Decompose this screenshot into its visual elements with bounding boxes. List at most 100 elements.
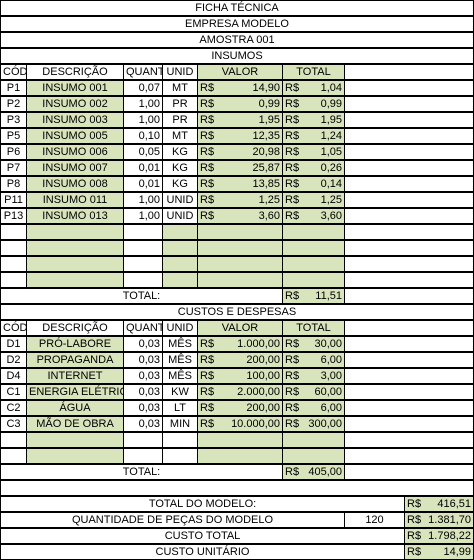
blank-cell[interactable] bbox=[344, 368, 474, 384]
costs-col-5[interactable]: TOTAL bbox=[282, 320, 345, 336]
description-cell[interactable] bbox=[26, 224, 124, 240]
code-cell[interactable]: P2 bbox=[0, 96, 27, 112]
sample-row-cell[interactable]: AMOSTRA 001 bbox=[0, 32, 474, 48]
blank-cell[interactable] bbox=[344, 128, 474, 144]
total-cell[interactable]: R$ 0,99 bbox=[282, 96, 345, 112]
value-cell[interactable]: R$ 20,98 bbox=[197, 144, 283, 160]
description-cell[interactable]: INSUMO 013 bbox=[26, 208, 124, 224]
code-cell[interactable]: D4 bbox=[0, 368, 27, 384]
blank-cell[interactable] bbox=[344, 176, 474, 192]
quantity-cell[interactable] bbox=[123, 224, 163, 240]
total-cell[interactable]: R$ 60,00 bbox=[282, 384, 345, 400]
blank-cell[interactable] bbox=[344, 240, 474, 256]
unit-cell[interactable]: MÊS bbox=[162, 336, 198, 352]
code-cell[interactable]: P13 bbox=[0, 208, 27, 224]
blank-cell[interactable] bbox=[344, 416, 474, 432]
unit-cell[interactable]: KG bbox=[162, 144, 198, 160]
total-cost-value[interactable]: R$ 1.798,22 bbox=[404, 528, 474, 544]
blank-cell[interactable] bbox=[344, 208, 474, 224]
code-cell[interactable]: P1 bbox=[0, 80, 27, 96]
total-cell[interactable]: R$ 6,00 bbox=[282, 400, 345, 416]
unit-cell[interactable] bbox=[162, 432, 198, 448]
quantity-cell[interactable]: 0,07 bbox=[123, 80, 163, 96]
unit-cell[interactable]: PR bbox=[162, 96, 198, 112]
blank-cell[interactable] bbox=[344, 352, 474, 368]
description-cell[interactable]: INSUMO 002 bbox=[26, 96, 124, 112]
value-cell[interactable]: R$ 100,00 bbox=[197, 368, 283, 384]
unit-cell[interactable]: MÊS bbox=[162, 352, 198, 368]
value-cell[interactable]: R$ 14,90 bbox=[197, 80, 283, 96]
value-cell[interactable] bbox=[197, 240, 283, 256]
quantity-cell[interactable]: 0,03 bbox=[123, 416, 163, 432]
quantity-cell[interactable]: 1,00 bbox=[123, 208, 163, 224]
value-cell[interactable]: R$ 10.000,00 bbox=[197, 416, 283, 432]
quantity-cell[interactable]: 1,00 bbox=[123, 192, 163, 208]
code-cell[interactable]: D2 bbox=[0, 352, 27, 368]
unit-cell[interactable]: MÊS bbox=[162, 368, 198, 384]
blank-cell[interactable] bbox=[344, 400, 474, 416]
code-cell[interactable]: P6 bbox=[0, 144, 27, 160]
code-cell[interactable] bbox=[0, 256, 27, 272]
code-cell[interactable]: D1 bbox=[0, 336, 27, 352]
description-cell[interactable]: INSUMO 011 bbox=[26, 192, 124, 208]
description-cell[interactable]: ENERGIA ELÉTRICA bbox=[26, 384, 124, 400]
quantity-cell[interactable]: 0,01 bbox=[123, 176, 163, 192]
inputs-col-3[interactable]: UNID bbox=[162, 64, 198, 80]
code-cell[interactable] bbox=[0, 272, 27, 288]
code-cell[interactable]: P11 bbox=[0, 192, 27, 208]
title-row-cell[interactable]: FICHA TÉCNICA bbox=[0, 0, 474, 16]
quantity-cell[interactable] bbox=[123, 448, 163, 464]
total-cell[interactable] bbox=[282, 224, 345, 240]
quantity-cell[interactable]: 1,00 bbox=[123, 96, 163, 112]
code-cell[interactable]: P8 bbox=[0, 176, 27, 192]
value-cell[interactable]: R$ 13,85 bbox=[197, 176, 283, 192]
unit-cell[interactable] bbox=[162, 224, 198, 240]
unit-cell[interactable]: LT bbox=[162, 400, 198, 416]
costs-col-3[interactable]: UNID bbox=[162, 320, 198, 336]
unit-cell[interactable]: UNID bbox=[162, 192, 198, 208]
description-cell[interactable]: MÃO DE OBRA bbox=[26, 416, 124, 432]
blank-cell[interactable] bbox=[344, 224, 474, 240]
description-cell[interactable]: PROPAGANDA bbox=[26, 352, 124, 368]
inputs-col-1[interactable]: DESCRIÇÃO bbox=[26, 64, 124, 80]
description-cell[interactable]: INSUMO 001 bbox=[26, 80, 124, 96]
description-cell[interactable]: INTERNET bbox=[26, 368, 124, 384]
model-total-label[interactable]: TOTAL DO MODELO: bbox=[0, 496, 405, 512]
description-cell[interactable] bbox=[26, 448, 124, 464]
description-cell[interactable] bbox=[26, 272, 124, 288]
unit-cell[interactable] bbox=[162, 272, 198, 288]
code-cell[interactable] bbox=[0, 448, 27, 464]
quantity-cell[interactable] bbox=[123, 256, 163, 272]
total-cell[interactable] bbox=[282, 272, 345, 288]
description-cell[interactable]: INSUMO 007 bbox=[26, 160, 124, 176]
inputs-total-value[interactable]: R$ 11,51 bbox=[282, 288, 345, 304]
total-cell[interactable]: R$ 30,00 bbox=[282, 336, 345, 352]
quantity-cell[interactable]: 0,03 bbox=[123, 336, 163, 352]
value-cell[interactable] bbox=[197, 224, 283, 240]
quantity-amount[interactable]: R$ 1.381,70 bbox=[404, 512, 474, 528]
model-total-value[interactable]: R$ 416,51 bbox=[404, 496, 474, 512]
quantity-cell[interactable]: 0,03 bbox=[123, 384, 163, 400]
total-cell[interactable]: R$ 0,26 bbox=[282, 160, 345, 176]
code-cell[interactable]: P5 bbox=[0, 128, 27, 144]
total-cell[interactable]: R$ 300,00 bbox=[282, 416, 345, 432]
description-cell[interactable]: INSUMO 006 bbox=[26, 144, 124, 160]
description-cell[interactable] bbox=[26, 432, 124, 448]
blank-cell[interactable] bbox=[344, 336, 474, 352]
value-cell[interactable]: R$ 2.000,00 bbox=[197, 384, 283, 400]
total-cell[interactable]: R$ 1,04 bbox=[282, 80, 345, 96]
unit-cell[interactable]: KG bbox=[162, 160, 198, 176]
quantity-cell[interactable] bbox=[123, 240, 163, 256]
value-cell[interactable]: R$ 25,87 bbox=[197, 160, 283, 176]
description-cell[interactable] bbox=[26, 256, 124, 272]
inputs-col-0[interactable]: CÓD bbox=[0, 64, 27, 80]
total-cell[interactable]: R$ 1,25 bbox=[282, 192, 345, 208]
total-cell[interactable] bbox=[282, 432, 345, 448]
unit-cell[interactable]: MT bbox=[162, 80, 198, 96]
blank-cell[interactable] bbox=[344, 272, 474, 288]
total-cell[interactable] bbox=[282, 256, 345, 272]
value-cell[interactable]: R$ 3,60 bbox=[197, 208, 283, 224]
code-cell[interactable] bbox=[0, 432, 27, 448]
unit-cell[interactable] bbox=[162, 240, 198, 256]
unit-cell[interactable]: PR bbox=[162, 112, 198, 128]
